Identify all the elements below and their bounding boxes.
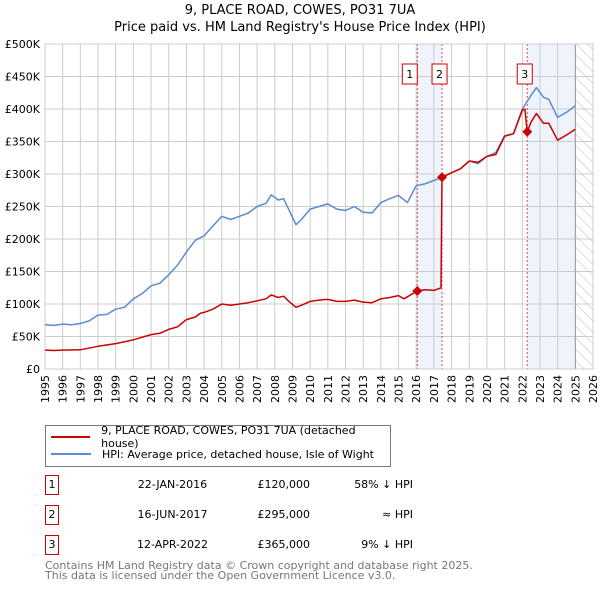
sale-label-box (401, 63, 418, 85)
sale-label: 3 (521, 68, 528, 81)
transaction-hpi: 58% ↓ HPI (354, 478, 413, 491)
x-tick-label: 2000 (127, 375, 140, 403)
x-tick-label: 2004 (198, 375, 211, 403)
legend-item-hpi: HPI: Average price, detached house, Isle… (46, 446, 374, 462)
x-tick-label: 2003 (180, 375, 193, 403)
x-tick-label: 2021 (499, 375, 512, 403)
sale-label: 1 (406, 68, 413, 81)
transaction-hpi: 9% ↓ HPI (361, 538, 413, 551)
footer-licence: This data is licensed under the Open Gov… (45, 569, 396, 582)
legend-label: 9, PLACE ROAD, COWES, PO31 7UA (detached… (101, 424, 356, 450)
x-tick-label: 2012 (340, 375, 353, 403)
x-tick-label: 2014 (375, 375, 388, 403)
sale-label-box (431, 63, 448, 85)
y-tick-label: £300K (5, 168, 41, 181)
transaction-hpi: ≈ HPI (382, 508, 413, 521)
transaction-row: 1 22-JAN-2016 £120,000 58% ↓ HPI (45, 475, 600, 495)
legend-swatch-blue (51, 453, 91, 455)
transaction-price: £120,000 (257, 478, 311, 491)
y-tick-label: £400K (5, 103, 41, 116)
transaction-row: 3 12-APR-2022 £365,000 9% ↓ HPI (45, 535, 600, 555)
legend-label: HPI: Average price, detached house, Isle… (102, 447, 374, 461)
y-tick-label: £450K (5, 71, 41, 84)
sale-point (437, 172, 448, 183)
y-tick-label: £150K (5, 266, 41, 279)
y-tick-label: £0 (26, 363, 40, 376)
sale-point (412, 286, 423, 296)
transaction-price: £365,000 (257, 538, 311, 551)
x-tick-label: 2024 (552, 375, 565, 403)
transaction-date: 22-JAN-2016 (137, 478, 208, 491)
x-tick-label: 2001 (145, 375, 158, 403)
transaction-badge: 1 (45, 475, 59, 495)
chart-title: 9, PLACE ROAD, COWES, PO31 7UA (184, 3, 416, 18)
y-tick-label: £50K (12, 331, 41, 344)
x-tick-label: 1998 (92, 375, 105, 403)
x-tick-label: 2018 (446, 375, 459, 403)
transaction-date: 16-JUN-2017 (137, 508, 208, 521)
x-tick-label: 2022 (516, 375, 529, 403)
x-tick-label: 1997 (74, 375, 87, 403)
x-tick-label: 2010 (304, 375, 317, 403)
sale-label: 2 (436, 68, 443, 81)
x-tick-label: 2011 (322, 375, 335, 403)
legend-swatch-red (51, 436, 91, 438)
price-chart: 1995 1996 1997 1998 1999 2000 2001 2002 2003 2004… (5, 38, 600, 403)
chart-subtitle: Price paid vs. HM Land Registry's House … (114, 20, 486, 35)
legend-item-property: 9, PLACE ROAD, COWES, PO31 7UA (detached… (46, 424, 390, 450)
x-tick-label: 1999 (110, 375, 123, 403)
y-tick-label: £200K (5, 233, 41, 246)
hpi-line (44, 86, 576, 327)
transaction-price: £295,000 (257, 508, 311, 521)
plot-border (44, 43, 594, 370)
y-tick-label: £250K (5, 201, 41, 214)
x-tick-label: 1995 (39, 375, 52, 403)
footer-copyright: Contains HM Land Registry data © Crown c… (45, 559, 473, 572)
sale-label-box (516, 63, 533, 85)
y-tick-label: £100K (5, 298, 41, 311)
transaction-date: 12-APR-2022 (136, 538, 209, 551)
x-tick-label: 2006 (233, 375, 246, 403)
x-tick-label: 2016 (410, 375, 423, 403)
x-tick-label: 1996 (57, 375, 70, 403)
transaction-badge: 3 (45, 535, 59, 555)
chart-legend: 9, PLACE ROAD, COWES, PO31 7UA (detached… (45, 424, 391, 467)
transaction-badge: 2 (45, 505, 59, 525)
x-tick-label: 2005 (216, 375, 229, 403)
x-tick-label: 2007 (251, 375, 264, 403)
x-tick-label: 2019 (463, 375, 476, 403)
x-tick-label: 2020 (481, 375, 494, 403)
y-tick-label: £350K (5, 136, 41, 149)
x-tick-label: 2023 (534, 375, 547, 403)
x-tick-label: 2002 (163, 375, 176, 403)
y-tick-label: £500K (5, 38, 41, 51)
x-tick-label: 2013 (357, 375, 370, 403)
x-tick-label: 2025 (569, 375, 582, 403)
x-tick-label: 2026 (587, 375, 600, 403)
x-tick-label: 2008 (269, 375, 282, 403)
transaction-row: 2 16-JUN-2017 £295,000 ≈ HPI (45, 505, 600, 525)
x-tick-label: 2009 (286, 375, 299, 403)
x-tick-label: 2017 (428, 375, 441, 403)
x-tick-label: 2015 (393, 375, 406, 403)
sale-point (522, 126, 533, 137)
property-price-line (44, 108, 576, 352)
